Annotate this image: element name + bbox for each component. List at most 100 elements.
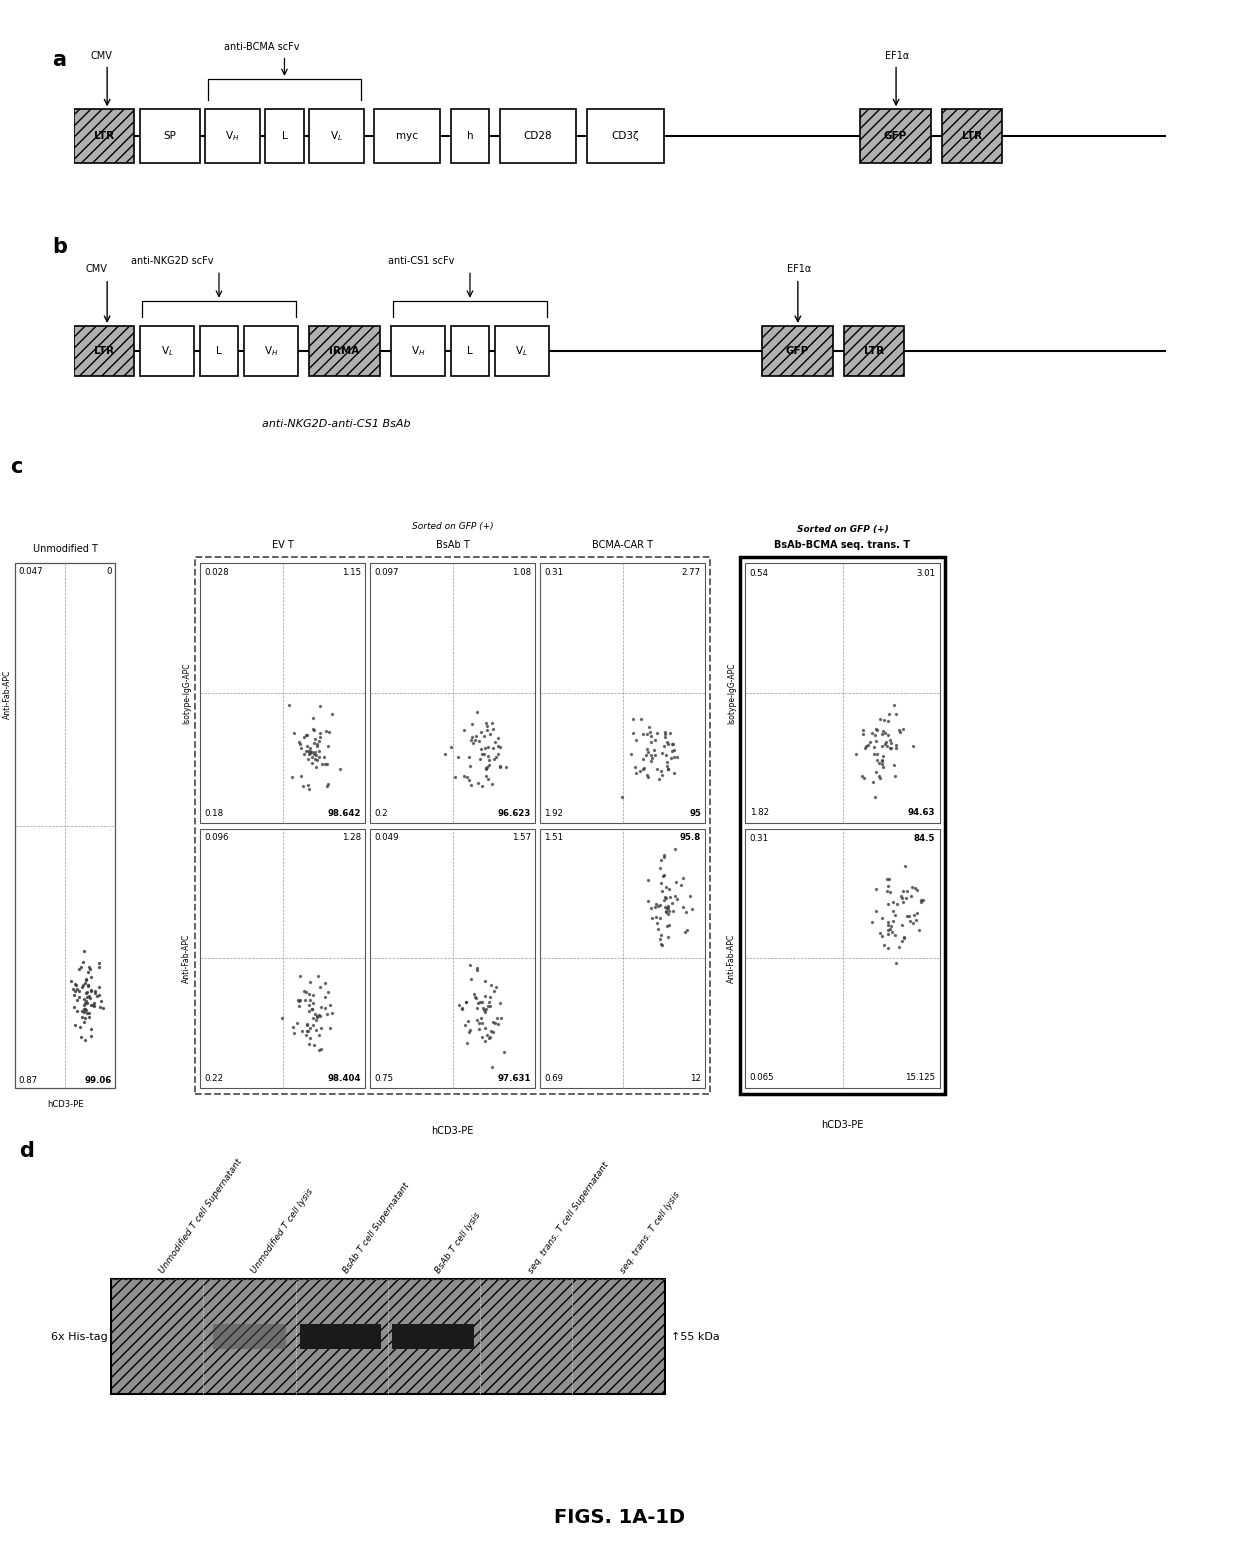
Point: [889, 717, 909, 742]
Point: [290, 987, 310, 1012]
Text: Anti-Fab-APC: Anti-Fab-APC: [182, 935, 191, 983]
Point: [312, 753, 332, 778]
Point: [300, 739, 320, 764]
Point: [885, 902, 905, 927]
Point: [626, 728, 646, 753]
Text: 0.69: 0.69: [544, 1075, 563, 1084]
Point: [72, 955, 92, 980]
Point: [486, 745, 506, 770]
Point: [84, 994, 104, 1019]
Point: [74, 1028, 94, 1053]
Bar: [539, 829, 706, 1088]
Point: [484, 1009, 503, 1034]
Point: [320, 992, 340, 1017]
Point: [491, 1005, 511, 1029]
Point: [887, 950, 906, 975]
Point: [904, 902, 924, 927]
Point: [299, 746, 319, 771]
Bar: [112, 1278, 665, 1393]
Point: [880, 880, 900, 905]
Point: [485, 1011, 505, 1036]
Point: [470, 746, 490, 771]
Point: [475, 1015, 495, 1040]
Bar: [243, 327, 298, 376]
Point: [461, 773, 481, 798]
Point: [470, 989, 490, 1014]
Point: [652, 863, 672, 888]
Point: [63, 994, 83, 1019]
Point: [77, 1001, 97, 1026]
Point: [885, 764, 905, 788]
Text: Unmodified T cell Supernatant: Unmodified T cell Supernatant: [157, 1157, 243, 1275]
Point: [653, 863, 673, 888]
Text: 15.125: 15.125: [905, 1073, 935, 1082]
Point: [852, 764, 872, 788]
Text: BCMA-CAR T: BCMA-CAR T: [591, 540, 653, 550]
Text: 1.08: 1.08: [512, 568, 531, 577]
Point: [309, 963, 329, 987]
Point: [467, 1008, 487, 1033]
Point: [875, 732, 895, 757]
Text: 0.31: 0.31: [750, 835, 769, 843]
Point: [665, 883, 684, 908]
Text: 0.028: 0.028: [205, 568, 228, 577]
Text: seq. trans. T cell lysis: seq. trans. T cell lysis: [619, 1190, 682, 1275]
Point: [861, 729, 880, 754]
Point: [477, 767, 497, 791]
Point: [306, 1005, 326, 1029]
Point: [656, 885, 676, 910]
Point: [877, 879, 897, 903]
Point: [650, 905, 670, 930]
Point: [460, 953, 480, 978]
Point: [309, 1003, 329, 1028]
Point: [869, 764, 889, 788]
Point: [632, 746, 652, 771]
Point: [867, 748, 887, 773]
Point: [496, 754, 516, 779]
Point: [76, 987, 95, 1012]
Point: [651, 879, 671, 903]
Point: [867, 877, 887, 902]
Point: [74, 987, 94, 1012]
Point: [657, 750, 677, 774]
Text: a: a: [52, 50, 67, 70]
Point: [657, 914, 677, 939]
Point: [477, 717, 497, 742]
Point: [303, 745, 322, 770]
Point: [69, 978, 89, 1003]
Point: [299, 992, 319, 1017]
Point: [69, 1014, 89, 1039]
Point: [93, 995, 113, 1020]
Point: [872, 924, 892, 949]
Text: 1.82: 1.82: [750, 809, 769, 816]
Point: [485, 729, 505, 754]
Point: [893, 879, 913, 903]
Point: [305, 743, 325, 768]
Point: [475, 969, 495, 994]
Point: [675, 921, 694, 945]
Point: [78, 959, 98, 984]
Text: 94.63: 94.63: [908, 809, 935, 816]
Point: [652, 933, 672, 958]
Text: 0.22: 0.22: [205, 1075, 223, 1084]
Point: [296, 722, 316, 746]
Point: [625, 756, 645, 781]
Point: [467, 958, 487, 983]
Point: [77, 997, 97, 1022]
Point: [867, 742, 887, 767]
Point: [890, 883, 910, 908]
Point: [662, 891, 682, 916]
Point: [866, 759, 885, 784]
Point: [475, 1028, 495, 1053]
Point: [639, 888, 658, 913]
Point: [641, 742, 661, 767]
Point: [637, 740, 657, 765]
Point: [893, 889, 913, 914]
Point: [459, 767, 479, 791]
Point: [291, 736, 311, 760]
Point: [856, 736, 875, 760]
Bar: [15, 563, 115, 1088]
Point: [882, 736, 901, 760]
Point: [283, 765, 303, 790]
Text: V$_L$: V$_L$: [330, 129, 342, 143]
